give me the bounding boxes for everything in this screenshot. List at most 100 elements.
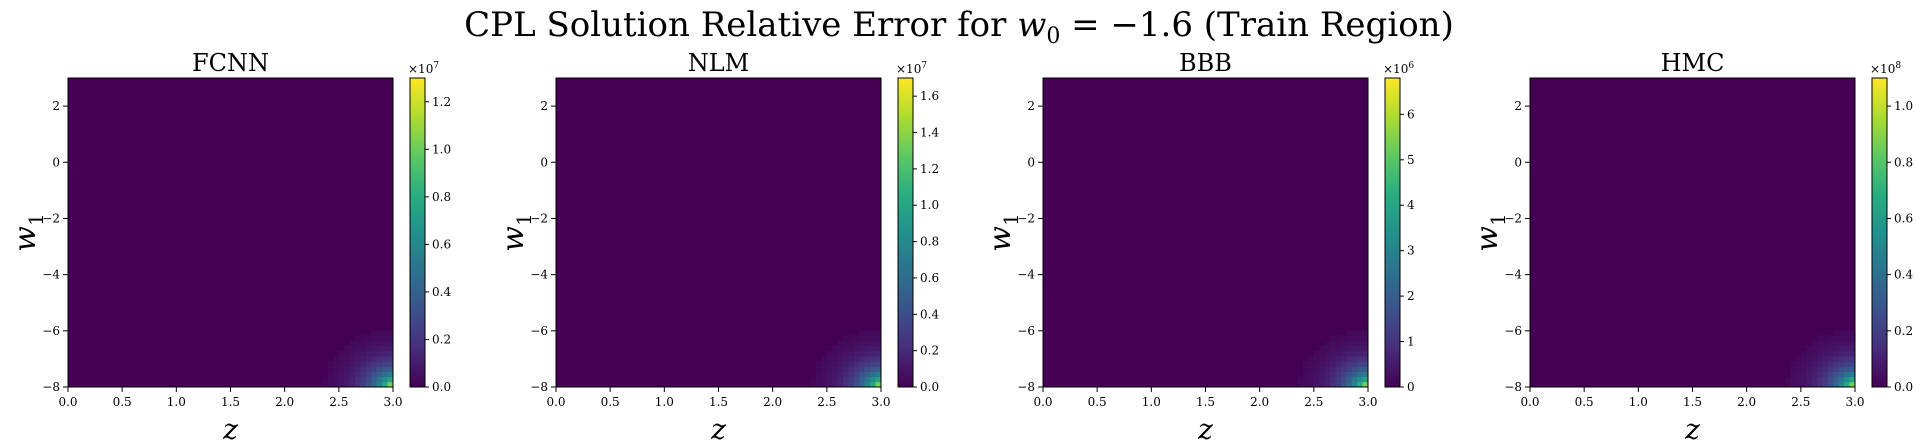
x-axis-label: z — [710, 413, 726, 446]
colorbar-tick-label: 0.2 — [1894, 324, 1913, 338]
heatmap-cell — [875, 376, 882, 383]
y-axis-label: w1 — [983, 213, 1023, 251]
heatmap-cell — [1362, 361, 1369, 367]
heatmap-cell — [1800, 356, 1807, 362]
heatmap-cell — [1319, 361, 1326, 367]
heatmap-cell — [1838, 340, 1845, 347]
heatmap-cell — [1833, 335, 1840, 342]
heatmap-cell — [1340, 335, 1347, 342]
heatmap-cell — [338, 356, 345, 362]
heatmap-cell — [1827, 381, 1834, 388]
heatmap-cell — [1351, 361, 1358, 367]
heatmap-cell — [1806, 366, 1813, 372]
heatmap-cell — [853, 376, 860, 383]
heatmap-cell — [1319, 366, 1326, 372]
heatmap-cell — [1330, 350, 1336, 357]
heatmap-cell — [1324, 345, 1331, 352]
heatmap-cell — [1822, 340, 1829, 347]
heatmap-cell — [1811, 361, 1818, 367]
subplot-grid: 0.0 0.5 1.0 1.5 2.0 2.5 3.0−8−6−4−202FCNNzw10.… — [8, 49, 1913, 446]
heatmap-cell — [870, 335, 876, 342]
heatmap-cell — [1335, 340, 1342, 347]
heatmap-cell — [1324, 350, 1331, 357]
heatmap-cell — [1838, 356, 1845, 362]
y-tick-label: 2 — [1514, 99, 1522, 113]
heatmap-cell — [1357, 376, 1363, 383]
heatmap-cell — [864, 366, 871, 372]
heatmap-cell — [338, 381, 345, 388]
heatmap-cell — [371, 371, 378, 378]
heatmap-cell — [848, 335, 855, 342]
heatmap-cell — [387, 376, 394, 383]
heatmap-cell — [333, 361, 340, 367]
heatmap-cell — [1335, 366, 1342, 372]
heatmap-cell — [387, 366, 394, 372]
heatmap-cell — [360, 381, 367, 388]
heatmap-cell — [360, 340, 367, 347]
y-tick-label: −8 — [42, 380, 60, 394]
heatmap-cell — [1844, 361, 1850, 367]
heatmap-cell — [1313, 371, 1320, 378]
heatmap-cell — [1827, 376, 1834, 383]
heatmap-cell — [1340, 361, 1347, 367]
heatmap-cell — [1844, 330, 1850, 336]
heatmap-cell — [371, 361, 378, 367]
y-tick-label: −6 — [42, 324, 60, 338]
heatmap-cell — [1362, 366, 1369, 372]
x-tick-label: 1.5 — [1196, 395, 1215, 409]
heatmap-cell — [1357, 371, 1363, 378]
heatmap-cell — [1340, 350, 1347, 357]
colorbar-tick-label: 0.0 — [920, 380, 939, 394]
colorbar-tick-label: 0.2 — [432, 332, 451, 346]
heatmap-cell — [1844, 376, 1850, 383]
y-tick-label: 0 — [1027, 155, 1035, 169]
heatmap-cell — [371, 345, 378, 352]
heatmap-cell — [349, 356, 356, 362]
heatmap-cell — [1800, 361, 1807, 367]
x-tick-label: 0.0 — [58, 395, 77, 409]
heatmap-cell — [1838, 345, 1845, 352]
heatmap-cell — [1844, 356, 1850, 362]
heatmap-cell — [1811, 366, 1818, 372]
heatmap-cell — [826, 371, 833, 378]
heatmap-cell — [1800, 366, 1807, 372]
heatmap-cell — [1811, 356, 1818, 362]
heatmap-cell — [1827, 356, 1834, 362]
heatmap-cell — [1346, 376, 1353, 383]
heatmap-cell — [853, 356, 860, 362]
colorbar-tick-label: 0.8 — [920, 235, 939, 249]
heatmap-cell — [349, 376, 356, 383]
heatmap-cell — [875, 330, 882, 336]
heatmap-cell — [1335, 335, 1342, 342]
heatmap-cell — [365, 345, 372, 352]
heatmap-cell — [864, 345, 871, 352]
heatmap-cell — [376, 340, 383, 347]
heatmap-cell — [1817, 381, 1823, 388]
heatmap-cell — [837, 361, 844, 367]
panel-fcnn: 0.0 0.5 1.0 1.5 2.0 2.5 3.0 −8 −6 −4 −2 0 2 FCNN z w1 0.… — [8, 49, 451, 446]
heatmap-cell — [870, 376, 876, 383]
heatmap-cell — [1822, 376, 1829, 383]
y-axis-label: w1 — [1470, 213, 1510, 251]
heatmap-background — [556, 78, 881, 387]
y-tick-label: −4 — [1017, 268, 1035, 282]
heatmap-cell — [1303, 366, 1309, 372]
heatmap-cell — [1357, 350, 1363, 357]
heatmap-cell — [1362, 330, 1369, 336]
colorbar-tick-label: 0.6 — [920, 271, 939, 285]
heatmap-cell — [848, 356, 855, 362]
heatmap-cell — [853, 361, 860, 367]
heatmap-cell — [1324, 356, 1331, 362]
heatmap-cell — [1811, 376, 1818, 383]
heatmap-cell — [355, 345, 361, 352]
heatmap-cell — [1817, 371, 1823, 378]
heatmap-cell — [1346, 381, 1353, 388]
heatmap-cell — [1330, 381, 1336, 388]
y-tick-label: 0 — [540, 155, 548, 169]
heatmap-cell — [810, 376, 817, 383]
heatmap-cell — [821, 356, 828, 362]
heatmap-cell — [1340, 356, 1347, 362]
heatmap-cell — [1319, 350, 1326, 357]
heatmap-cell — [1303, 381, 1309, 388]
colorbar-tick-label: 6 — [1407, 107, 1415, 121]
